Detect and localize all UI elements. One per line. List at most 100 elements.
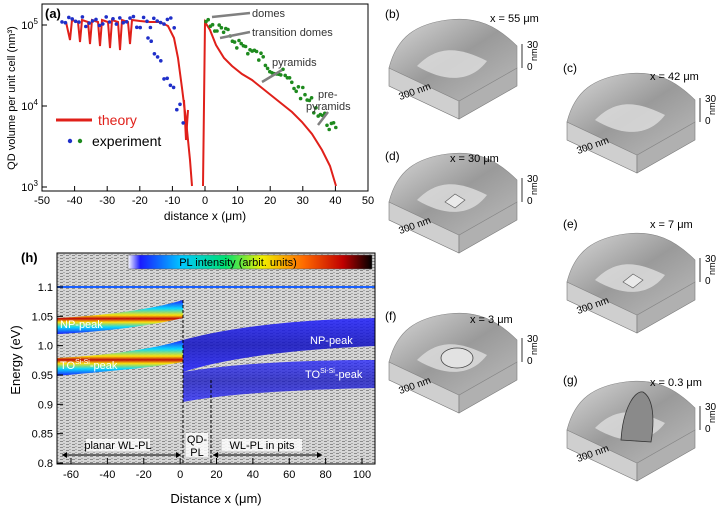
experiment-point-blue: [111, 17, 115, 21]
experiment-point-blue: [80, 15, 85, 19]
experiment-point-green: [226, 27, 230, 32]
experiment-point-blue: [131, 14, 136, 19]
afm-pyramid: [444, 193, 466, 209]
panel-a-legend: theory experiment: [56, 112, 161, 149]
experiment-point-blue: [146, 36, 150, 40]
experiment-point-green: [265, 66, 270, 71]
experiment-point-blue: [171, 85, 176, 90]
to-peak-left: TOSi-Si-peak: [60, 359, 118, 372]
experiment-point-blue: [169, 16, 173, 20]
experiment-point-blue: [158, 20, 163, 25]
experiment-point-blue: [63, 20, 68, 25]
panel-h-xtick-label: 0: [177, 469, 183, 481]
annot-pre2: pyramids: [306, 101, 351, 113]
experiment-point-green: [246, 51, 250, 56]
panel-h-xtick-label: -40: [99, 469, 115, 481]
experiment-point-green: [325, 123, 329, 128]
panel-h-ytick-label: 0.95: [32, 370, 53, 382]
experiment-point-green: [215, 29, 219, 33]
to-peak-right: TOSi-Si-peak: [305, 368, 363, 381]
panel-a-xtick-label: -40: [67, 195, 83, 207]
region-qd2: PL: [190, 447, 203, 459]
experiment-point-blue: [152, 16, 156, 21]
experiment-point-green: [219, 25, 224, 30]
experiment-point-blue: [168, 83, 173, 88]
experiment-point-blue: [155, 19, 159, 23]
experiment-point-green: [331, 121, 336, 125]
afm-z-unit: nm: [529, 182, 539, 195]
experiment-point-blue: [118, 16, 122, 20]
afm-z0: 0: [705, 276, 711, 287]
panel-h-xtick-label: 100: [353, 469, 371, 481]
experiment-point-blue: [149, 39, 153, 43]
experiment-point-blue: [90, 19, 95, 23]
panel-a-annotations: domes transition domes pyramids pre- pyr…: [211, 8, 351, 126]
experiment-point-blue: [77, 20, 81, 24]
arrow-prepyramids: [317, 111, 329, 126]
panel-h-xtick-label: -20: [136, 469, 152, 481]
afm-z-unit: nm: [707, 102, 717, 115]
panel-h-xtick-label: 80: [320, 469, 332, 481]
afm-label: (d): [385, 149, 400, 163]
experiment-point-blue: [128, 16, 132, 20]
experiment-point-green: [221, 30, 226, 35]
annot-domes: domes: [252, 8, 286, 20]
panel-h-xtick-label: 40: [247, 469, 259, 481]
panel-h-ylabel: Energy (eV): [8, 325, 23, 394]
experiment-point-blue: [178, 102, 182, 107]
experiment-point-green: [235, 46, 239, 50]
experiment-point-blue: [162, 77, 166, 81]
experiment-point-green: [307, 98, 312, 103]
panel-h-ytick-label: 1.0: [38, 341, 53, 353]
afm-z30: 30: [705, 254, 717, 265]
panel-a-label: (a): [45, 6, 61, 21]
experiment-point-green: [217, 23, 221, 27]
experiment-point-green: [296, 85, 301, 89]
region-qd1: QD-: [187, 434, 208, 446]
legend-marker-green: [77, 138, 83, 144]
legend-experiment: experiment: [92, 133, 161, 149]
experiment-point-green: [279, 73, 283, 77]
annot-pre1: pre-: [318, 89, 338, 101]
theory-curve-right: [202, 18, 337, 187]
panel-h-xticks: -60 -40 -20 0 20 40 60 80 100: [63, 458, 371, 481]
afm-z0: 0: [705, 116, 711, 127]
panel-h-label: (h): [21, 250, 38, 265]
experiment-point-green: [261, 55, 266, 59]
experiment-point-green: [312, 111, 316, 115]
experiment-point-blue: [107, 20, 112, 24]
experiment-point-green: [314, 106, 318, 110]
experiment-point-blue: [101, 22, 105, 26]
experiment-point-blue: [104, 15, 108, 19]
afm-z30: 30: [527, 40, 539, 51]
experiment-point-green: [210, 22, 215, 27]
experiment-point-blue: [145, 19, 149, 24]
afm-x-value: x = 0.3 μm: [650, 377, 702, 389]
np-peak-left: NP-peak: [60, 319, 103, 331]
experiment-point-blue: [121, 20, 125, 25]
afm-label: (b): [385, 7, 400, 21]
arrow-pyramids: [261, 68, 283, 84]
panel-a-xtick-label: 0: [202, 195, 208, 207]
panel-a-xtick-label: -20: [132, 195, 148, 207]
afm-z0: 0: [527, 196, 533, 207]
experiment-point-blue: [165, 17, 170, 22]
experiment-point-green: [243, 44, 248, 49]
experiment-point-blue: [87, 21, 91, 25]
experiment-point-blue: [70, 17, 74, 21]
afm-pyramid: [622, 273, 644, 289]
afm-z0: 0: [527, 356, 533, 367]
afm-label: (f): [385, 309, 396, 323]
experiment-point-green: [257, 58, 261, 62]
afm-z-unit: nm: [529, 48, 539, 61]
experiment-point-green: [283, 73, 288, 78]
arrow-transition: [219, 30, 251, 40]
panel-h-xtick-label: 20: [210, 469, 222, 481]
experiment-point-blue: [124, 20, 129, 24]
experiment-point-green: [334, 125, 338, 130]
